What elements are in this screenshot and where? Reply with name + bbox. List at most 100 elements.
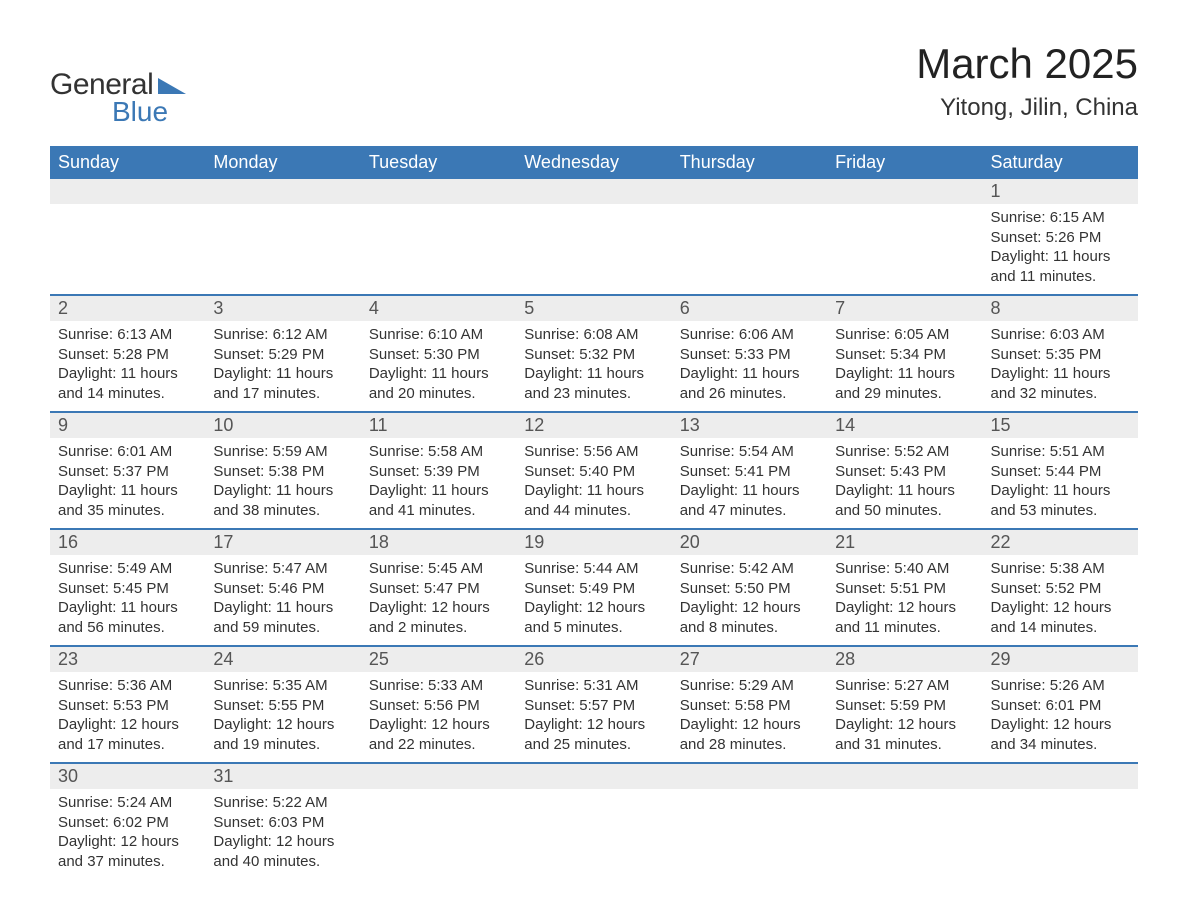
day-number <box>516 179 671 204</box>
daylight-text-2: and 56 minutes. <box>58 618 197 638</box>
day-detail: Sunrise: 5:36 AMSunset: 5:53 PMDaylight:… <box>50 672 205 763</box>
sunrise-text: Sunrise: 6:03 AM <box>991 325 1130 345</box>
daylight-text-2: and 2 minutes. <box>369 618 508 638</box>
daylight-text-2: and 34 minutes. <box>991 735 1130 755</box>
weekday-header: Friday <box>827 146 982 179</box>
day-detail: Sunrise: 5:40 AMSunset: 5:51 PMDaylight:… <box>827 555 982 646</box>
daylight-text-2: and 28 minutes. <box>680 735 819 755</box>
daylight-text-2: and 53 minutes. <box>991 501 1130 521</box>
daylight-text-1: Daylight: 11 hours <box>524 364 663 384</box>
daylight-text-2: and 40 minutes. <box>213 852 352 872</box>
sunset-text: Sunset: 6:01 PM <box>991 696 1130 716</box>
sunrise-text: Sunrise: 6:13 AM <box>58 325 197 345</box>
daylight-text-2: and 35 minutes. <box>58 501 197 521</box>
sunrise-text: Sunrise: 6:06 AM <box>680 325 819 345</box>
daylight-text-1: Daylight: 11 hours <box>835 364 974 384</box>
sunrise-text: Sunrise: 5:31 AM <box>524 676 663 696</box>
day-detail: Sunrise: 5:52 AMSunset: 5:43 PMDaylight:… <box>827 438 982 529</box>
day-detail <box>516 789 671 879</box>
daylight-text-2: and 47 minutes. <box>680 501 819 521</box>
daylight-text-2: and 20 minutes. <box>369 384 508 404</box>
sunset-text: Sunset: 5:53 PM <box>58 696 197 716</box>
day-number: 17 <box>205 529 360 555</box>
weekday-header: Monday <box>205 146 360 179</box>
day-number: 30 <box>50 763 205 789</box>
day-detail: Sunrise: 6:10 AMSunset: 5:30 PMDaylight:… <box>361 321 516 412</box>
daylight-text-1: Daylight: 11 hours <box>369 481 508 501</box>
day-detail <box>672 789 827 879</box>
day-detail: Sunrise: 5:27 AMSunset: 5:59 PMDaylight:… <box>827 672 982 763</box>
daylight-text-2: and 59 minutes. <box>213 618 352 638</box>
day-number <box>672 179 827 204</box>
detail-row: Sunrise: 5:36 AMSunset: 5:53 PMDaylight:… <box>50 672 1138 763</box>
daylight-text-1: Daylight: 11 hours <box>213 364 352 384</box>
sunset-text: Sunset: 5:39 PM <box>369 462 508 482</box>
day-number: 3 <box>205 295 360 321</box>
day-detail <box>361 789 516 879</box>
sunrise-text: Sunrise: 5:35 AM <box>213 676 352 696</box>
day-number: 24 <box>205 646 360 672</box>
weekday-header: Wednesday <box>516 146 671 179</box>
day-detail <box>516 204 671 295</box>
brand-logo: General Blue <box>50 40 186 128</box>
sunset-text: Sunset: 5:50 PM <box>680 579 819 599</box>
day-number: 29 <box>983 646 1138 672</box>
daylight-text-1: Daylight: 11 hours <box>991 364 1130 384</box>
day-detail: Sunrise: 5:31 AMSunset: 5:57 PMDaylight:… <box>516 672 671 763</box>
detail-row: Sunrise: 5:49 AMSunset: 5:45 PMDaylight:… <box>50 555 1138 646</box>
sunrise-text: Sunrise: 5:45 AM <box>369 559 508 579</box>
daylight-text-1: Daylight: 11 hours <box>213 598 352 618</box>
sunrise-text: Sunrise: 5:22 AM <box>213 793 352 813</box>
daylight-text-2: and 38 minutes. <box>213 501 352 521</box>
daynum-row: 1 <box>50 179 1138 204</box>
sunrise-text: Sunrise: 5:52 AM <box>835 442 974 462</box>
sunset-text: Sunset: 5:32 PM <box>524 345 663 365</box>
day-number: 22 <box>983 529 1138 555</box>
day-detail: Sunrise: 5:26 AMSunset: 6:01 PMDaylight:… <box>983 672 1138 763</box>
title-block: March 2025 Yitong, Jilin, China <box>916 40 1138 122</box>
daylight-text-2: and 5 minutes. <box>524 618 663 638</box>
daylight-text-2: and 50 minutes. <box>835 501 974 521</box>
day-number: 6 <box>672 295 827 321</box>
daylight-text-1: Daylight: 11 hours <box>213 481 352 501</box>
day-detail <box>672 204 827 295</box>
daylight-text-1: Daylight: 12 hours <box>369 598 508 618</box>
sunrise-text: Sunrise: 5:33 AM <box>369 676 508 696</box>
daylight-text-2: and 22 minutes. <box>369 735 508 755</box>
sunrise-text: Sunrise: 6:01 AM <box>58 442 197 462</box>
day-detail: Sunrise: 6:12 AMSunset: 5:29 PMDaylight:… <box>205 321 360 412</box>
daylight-text-2: and 11 minutes. <box>991 267 1130 287</box>
day-detail: Sunrise: 5:22 AMSunset: 6:03 PMDaylight:… <box>205 789 360 879</box>
day-number: 7 <box>827 295 982 321</box>
page-header: General Blue March 2025 Yitong, Jilin, C… <box>50 40 1138 128</box>
sunrise-text: Sunrise: 5:44 AM <box>524 559 663 579</box>
day-detail <box>827 789 982 879</box>
day-detail <box>827 204 982 295</box>
day-detail: Sunrise: 5:51 AMSunset: 5:44 PMDaylight:… <box>983 438 1138 529</box>
day-detail: Sunrise: 5:44 AMSunset: 5:49 PMDaylight:… <box>516 555 671 646</box>
calendar-table: Sunday Monday Tuesday Wednesday Thursday… <box>50 146 1138 879</box>
sunrise-text: Sunrise: 6:15 AM <box>991 208 1130 228</box>
sunset-text: Sunset: 5:52 PM <box>991 579 1130 599</box>
weekday-header-row: Sunday Monday Tuesday Wednesday Thursday… <box>50 146 1138 179</box>
brand-word2: Blue <box>112 96 186 128</box>
daylight-text-2: and 25 minutes. <box>524 735 663 755</box>
day-number <box>516 763 671 789</box>
day-number: 11 <box>361 412 516 438</box>
day-detail: Sunrise: 5:49 AMSunset: 5:45 PMDaylight:… <box>50 555 205 646</box>
day-number: 2 <box>50 295 205 321</box>
sunrise-text: Sunrise: 5:40 AM <box>835 559 974 579</box>
daylight-text-2: and 29 minutes. <box>835 384 974 404</box>
daylight-text-2: and 11 minutes. <box>835 618 974 638</box>
sunset-text: Sunset: 5:38 PM <box>213 462 352 482</box>
daylight-text-2: and 19 minutes. <box>213 735 352 755</box>
daylight-text-1: Daylight: 12 hours <box>680 715 819 735</box>
detail-row: Sunrise: 6:01 AMSunset: 5:37 PMDaylight:… <box>50 438 1138 529</box>
sunrise-text: Sunrise: 5:47 AM <box>213 559 352 579</box>
daynum-row: 3031 <box>50 763 1138 789</box>
sunset-text: Sunset: 5:28 PM <box>58 345 197 365</box>
sunset-text: Sunset: 5:49 PM <box>524 579 663 599</box>
daylight-text-1: Daylight: 12 hours <box>213 832 352 852</box>
daylight-text-1: Daylight: 12 hours <box>58 715 197 735</box>
day-number: 10 <box>205 412 360 438</box>
